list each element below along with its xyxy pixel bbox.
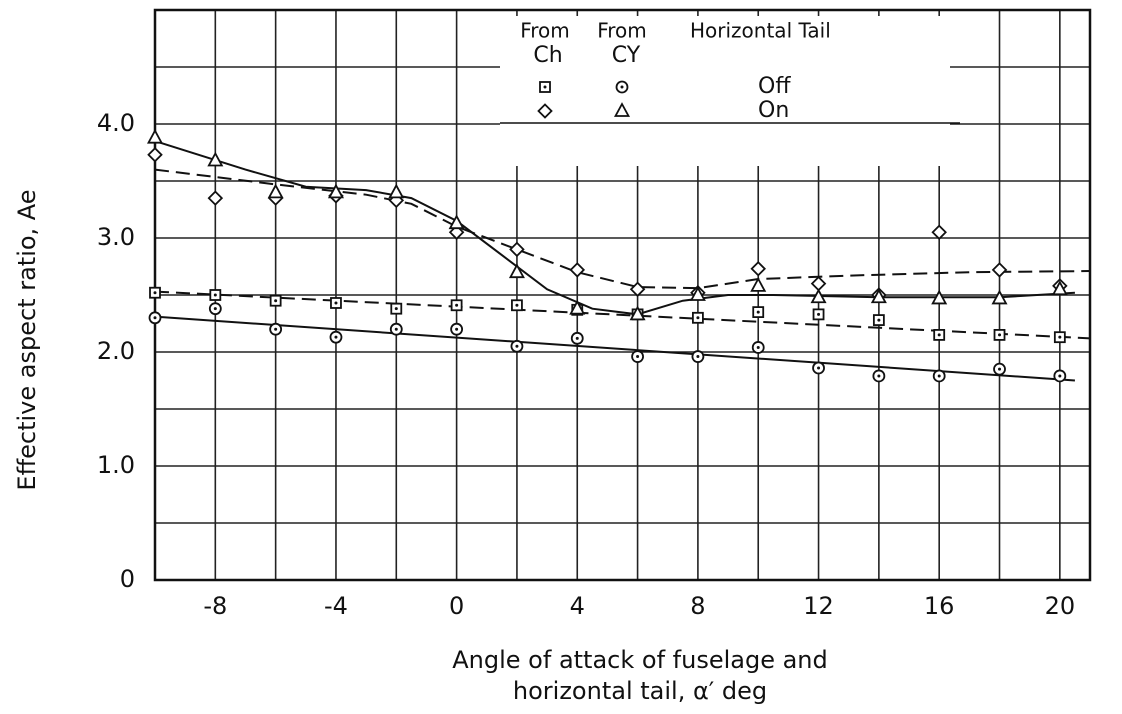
marker-dot <box>998 333 1002 337</box>
marker-dot <box>334 301 338 305</box>
marker-dot <box>696 355 700 359</box>
marker <box>810 288 827 304</box>
legend-label: On <box>758 98 789 123</box>
marker-dot <box>153 316 157 320</box>
marker <box>207 151 224 167</box>
marker <box>569 262 586 278</box>
y-tick-label: 3.0 <box>97 223 135 251</box>
marker-dot <box>455 303 459 307</box>
marker-dot <box>334 335 338 339</box>
legend-subheader: CY <box>612 43 641 68</box>
marker <box>629 281 646 298</box>
marker-dot <box>274 327 278 331</box>
marker <box>931 289 948 305</box>
marker <box>146 128 164 144</box>
marker <box>508 263 525 279</box>
y-tick-label: 2.0 <box>97 337 135 365</box>
marker-dot <box>515 303 519 307</box>
marker <box>689 286 706 301</box>
marker-dot <box>998 367 1002 371</box>
fair-curve <box>154 168 1091 290</box>
marker <box>931 224 947 241</box>
fair-curve <box>154 290 1091 340</box>
marker <box>870 288 887 304</box>
marker-dot <box>515 344 519 348</box>
legend-header: From <box>520 19 570 43</box>
marker <box>991 289 1008 305</box>
marker-dot <box>455 327 459 331</box>
marker <box>267 183 284 199</box>
x-axis-label: horizontal tail, α′ deg <box>513 677 767 705</box>
y-tick-label: 1.0 <box>97 451 135 479</box>
legend-label: Off <box>758 74 791 99</box>
marker-dot <box>817 366 821 370</box>
marker <box>613 102 631 117</box>
marker-dot <box>394 307 398 311</box>
marker-dot <box>696 316 700 320</box>
x-tick-label: 4 <box>570 592 585 620</box>
x-tick-label: 12 <box>803 592 834 620</box>
marker-dot <box>937 374 941 378</box>
legend-header: From <box>597 19 647 43</box>
marker <box>509 241 525 258</box>
marker-dot <box>1058 374 1062 378</box>
y-tick-label: 0 <box>120 565 135 593</box>
marker-dot <box>937 333 941 337</box>
marker-dot <box>213 307 217 311</box>
marker <box>147 147 163 163</box>
marker <box>448 214 465 230</box>
x-tick-label: 20 <box>1045 592 1076 620</box>
marker <box>750 261 766 277</box>
marker <box>569 299 586 315</box>
legend-box <box>500 16 950 166</box>
marker-dot <box>1058 335 1062 339</box>
legend-subheader: Ch <box>533 43 562 68</box>
marker <box>810 275 827 292</box>
x-tick-label: -4 <box>324 592 348 620</box>
x-axis-label: Angle of attack of fuselage and <box>452 646 828 674</box>
marker-dot <box>153 291 157 295</box>
marker <box>1051 280 1068 296</box>
marker-dot <box>636 355 640 359</box>
marker-dot <box>817 312 821 316</box>
marker-dot <box>394 327 398 331</box>
marker-dot <box>213 293 217 297</box>
marker-dot <box>575 336 579 340</box>
y-tick-label: 4.0 <box>97 109 135 137</box>
x-tick-label: 8 <box>690 592 705 620</box>
fair-curve <box>154 315 1075 382</box>
marker <box>537 103 553 119</box>
marker-dot <box>756 345 760 349</box>
x-tick-label: 0 <box>449 592 464 620</box>
marker-dot <box>756 310 760 314</box>
marker <box>388 183 405 199</box>
marker <box>327 183 344 199</box>
marker-dot <box>620 85 624 89</box>
marker <box>629 305 646 321</box>
marker-dot <box>274 299 278 303</box>
marker-dot <box>877 374 881 378</box>
marker-dot <box>877 318 881 322</box>
marker <box>991 262 1008 278</box>
legend-header: Horizontal Tail <box>690 19 831 43</box>
x-tick-label: -8 <box>203 592 227 620</box>
y-axis-label: Effective aspect ratio, Ae <box>13 189 41 490</box>
x-tick-label: 16 <box>924 592 955 620</box>
marker-dot <box>543 85 547 89</box>
marker <box>207 190 224 206</box>
marker <box>750 276 767 292</box>
